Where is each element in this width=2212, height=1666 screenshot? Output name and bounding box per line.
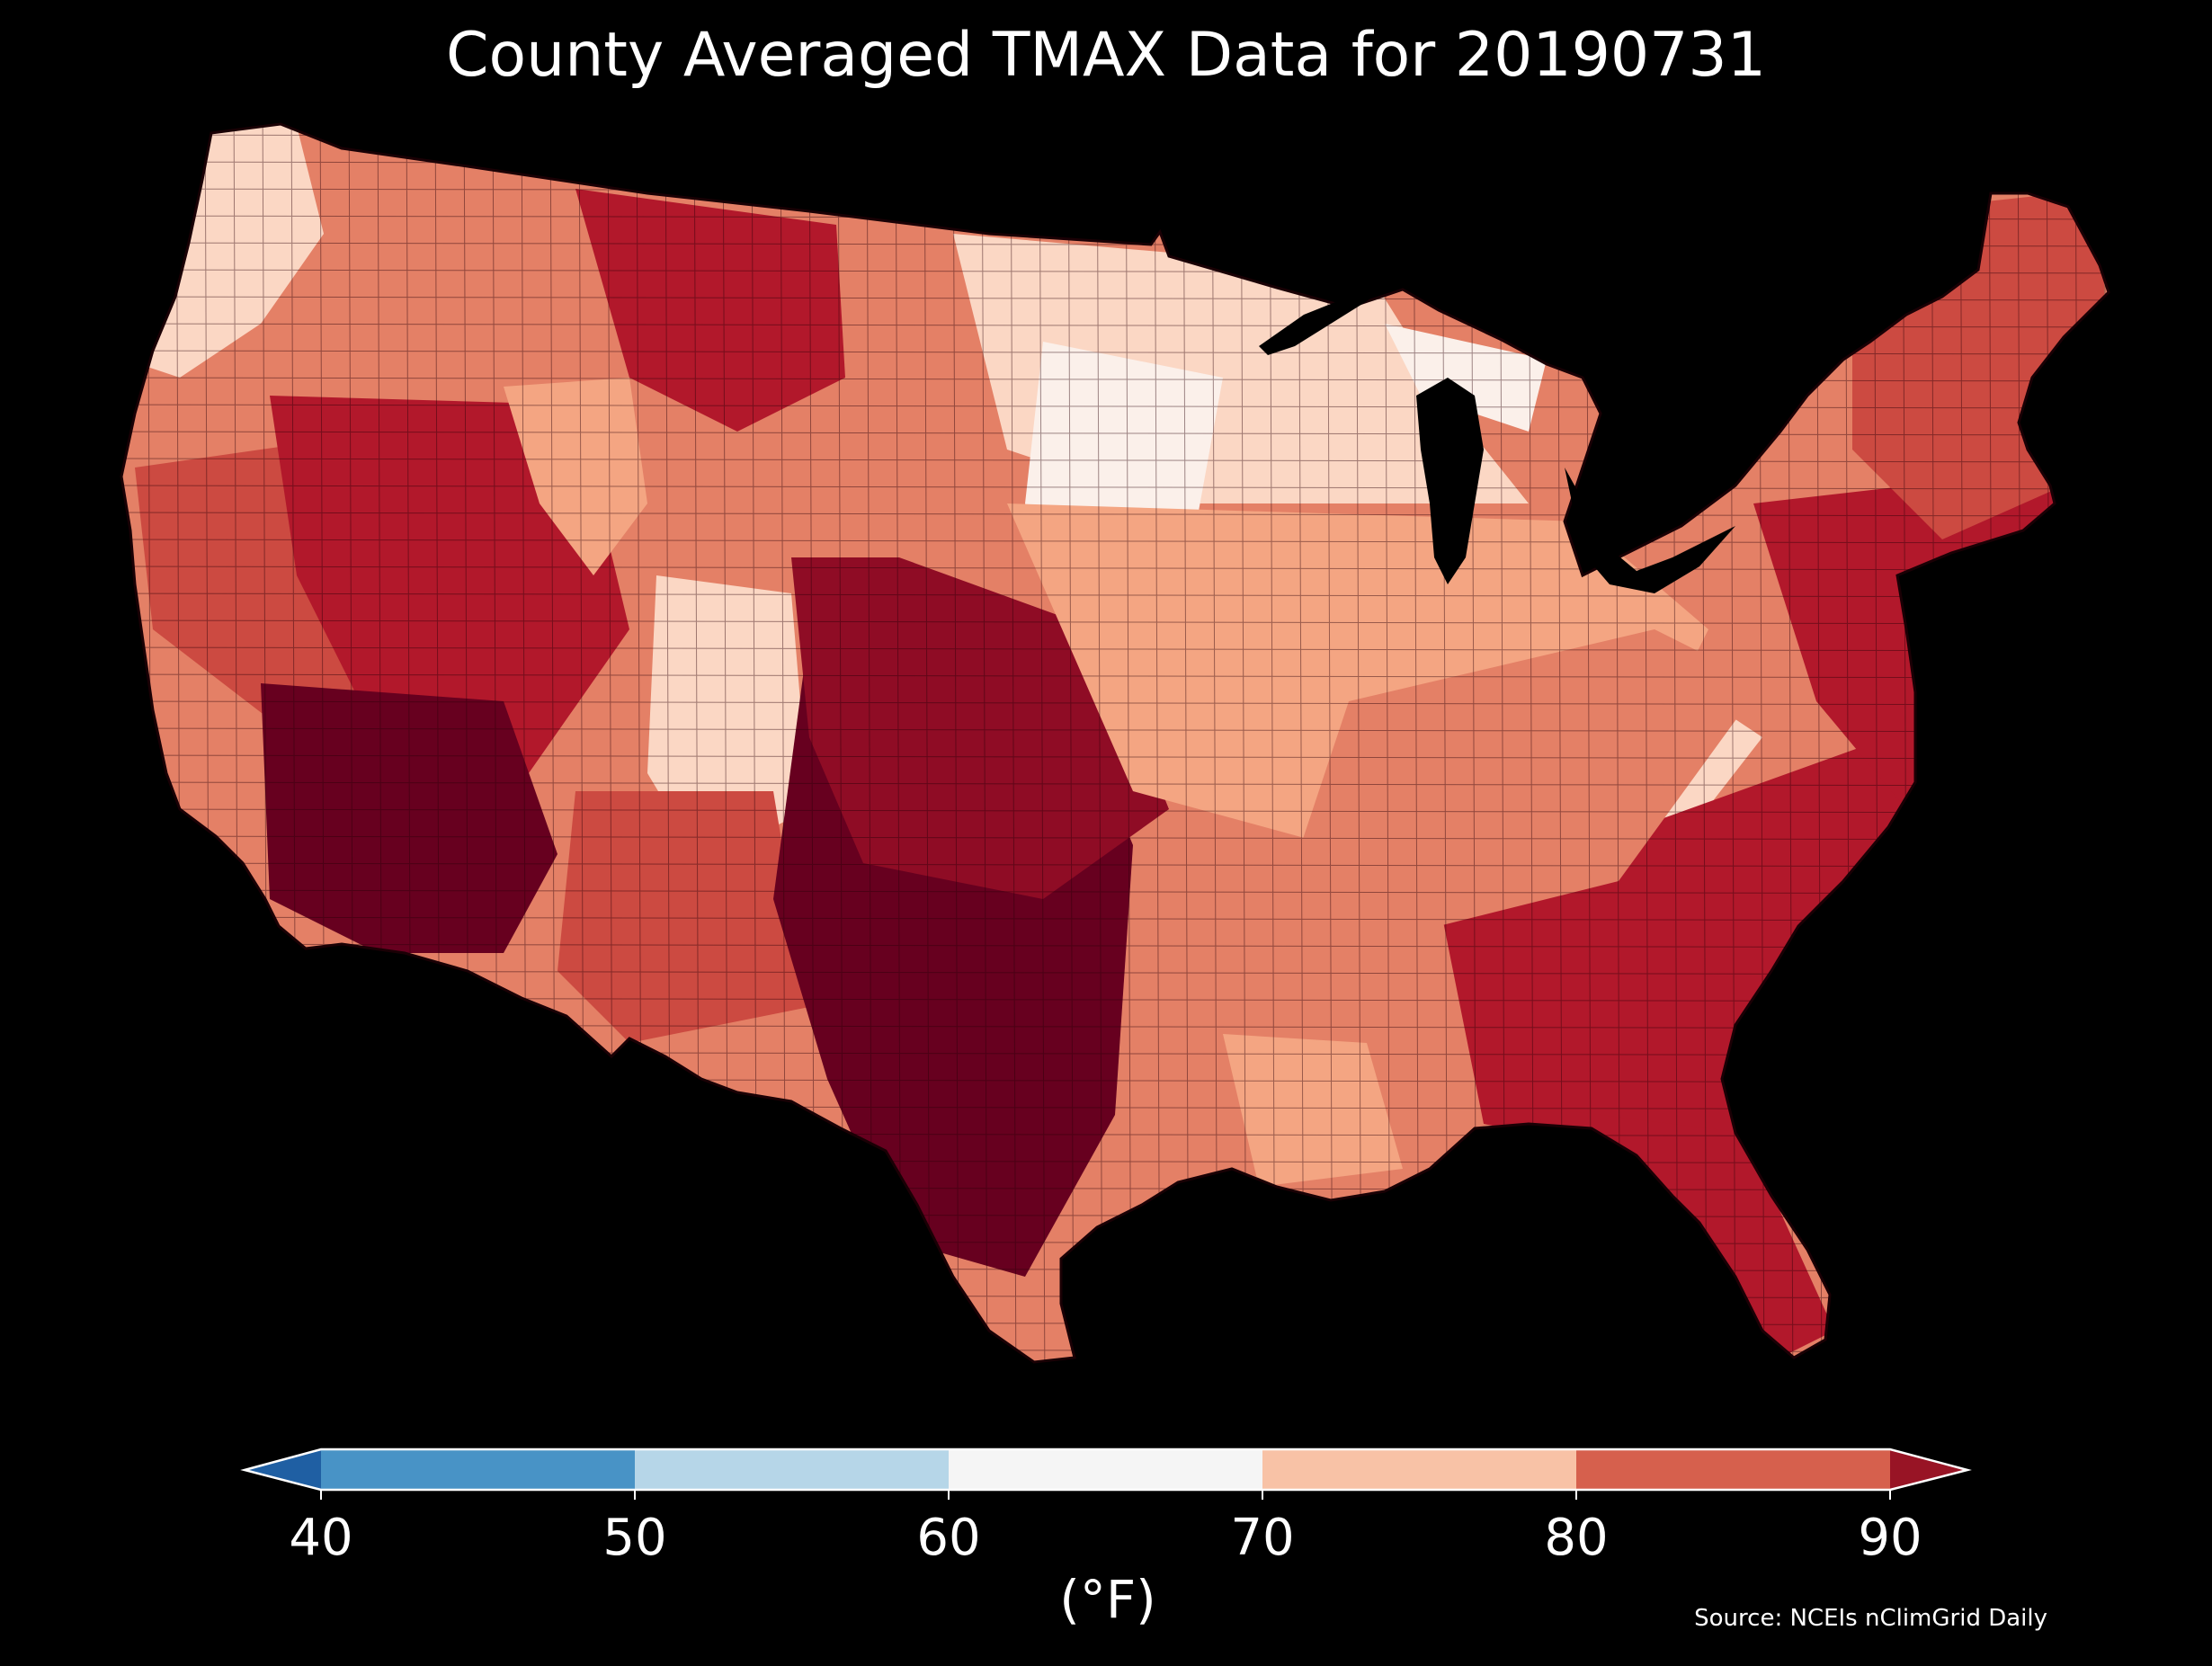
source-credit: Source: NCEIs nClimGrid Daily <box>1694 1605 2047 1632</box>
colorbar-band-40-50 <box>321 1449 635 1490</box>
region-nm-mid <box>557 791 809 1043</box>
colorbar-band-80-90 <box>1576 1449 1890 1490</box>
region-montana-hot <box>575 189 845 432</box>
lake-michigan <box>1416 378 1484 584</box>
region-ohio-valley <box>1295 629 1762 935</box>
map-title: County Averaged TMAX Data for 20190731 <box>446 20 1766 91</box>
colorbar-tick-40: 40 <box>289 1509 353 1567</box>
colorbar-tick-50: 50 <box>602 1509 667 1567</box>
region-michigan-white <box>1385 324 1547 432</box>
colorbar-above-extend <box>1890 1449 1967 1490</box>
colorbar-band-50-60 <box>635 1449 949 1490</box>
lake-superior <box>1259 286 1385 355</box>
colorbar-tick-80: 80 <box>1544 1509 1609 1567</box>
colorbar-tick-60: 60 <box>916 1509 981 1567</box>
colorbar-unit-label: (°F) <box>1059 1569 1156 1630</box>
colorbar-tick-90: 90 <box>1858 1509 1922 1567</box>
colorbar-below-extend <box>245 1449 321 1490</box>
colorbar-tick-70: 70 <box>1230 1509 1295 1567</box>
colorbar-band-70-80 <box>1262 1449 1576 1490</box>
colorbar-band-60-70 <box>949 1449 1262 1490</box>
region-southwest-hot <box>261 683 557 953</box>
lake-huron-erie <box>1565 468 1735 593</box>
region-gulf-cool <box>1223 1034 1403 1187</box>
region-utah-cool <box>504 378 647 575</box>
